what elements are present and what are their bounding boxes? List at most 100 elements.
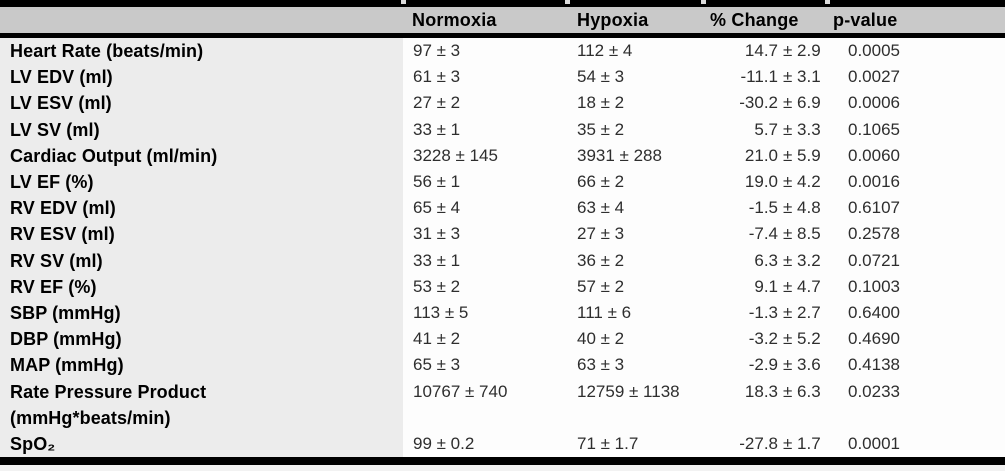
percent-change-error: ± 6.3: [783, 381, 821, 401]
cell-hypoxia-value: 63 ± 3: [577, 355, 625, 375]
cell-pvalue: 0.0060: [848, 145, 900, 165]
cell-hypoxia-value: 57 ± 2: [577, 276, 625, 296]
column-header-parameter: [0, 7, 403, 33]
cell-hypoxia-value: 27 ± 3: [577, 224, 625, 244]
cell-percent-change: 14.7 ± 2.9: [703, 38, 830, 64]
percent-change-mean: -11.1: [740, 67, 779, 87]
cell-parameter-label: LV EDV (ml): [0, 64, 403, 91]
table-row: Heart Rate (beats/min) 97 ± 3 112 ± 4 14…: [0, 38, 1005, 65]
cell-pvalue: 0.4690: [848, 329, 900, 349]
cell-hypoxia-value: 36 ± 2: [577, 250, 625, 270]
cell-parameter-label: Rate Pressure Product (mmHg*beats/min): [0, 378, 403, 432]
cell-normoxia-value: 65 ± 4: [413, 198, 461, 218]
percent-change-error: ± 5.2: [783, 329, 821, 349]
cell-parameter-label: MAP (mmHg): [0, 352, 403, 379]
header-separator-line: [0, 33, 1005, 38]
percent-change-mean: 6.3: [754, 250, 778, 270]
cell-percent-change: -1.5 ± 4.8: [703, 195, 830, 221]
cell-pvalue: 0.0006: [848, 93, 900, 113]
percent-change-error: ± 6.9: [783, 93, 821, 113]
cell-normoxia-value: 65 ± 3: [413, 355, 461, 375]
cell-hypoxia-value: 3931 ± 288: [577, 145, 662, 165]
table-row: MAP (mmHg) 65 ± 3 63 ± 3 -2.9 ± 3.6 0.41…: [0, 352, 1005, 379]
percent-change-error: ± 3.1: [783, 67, 821, 87]
table-row: Cardiac Output (ml/min) 3228 ± 145 3931 …: [0, 142, 1005, 170]
percent-change-mean: -1.3: [748, 303, 778, 323]
cell-percent-change: -1.3 ± 2.7: [703, 300, 830, 326]
table-row: Rate Pressure Product (mmHg*beats/min) 1…: [0, 378, 1005, 432]
cell-percent-change: -30.2 ± 6.9: [703, 90, 830, 116]
percent-change-mean: -7.4: [748, 224, 778, 244]
cell-pvalue: 0.6107: [848, 198, 900, 218]
table-row: SBP (mmHg) 113 ± 5 111 ± 6 -1.3 ± 2.7 0.…: [0, 300, 1005, 327]
table-row: LV EF (%) 56 ± 1 66 ± 2 19.0 ± 4.2 0.001…: [0, 169, 1005, 196]
percent-change-error: ± 4.2: [783, 172, 821, 192]
cell-pvalue: 0.0001: [848, 434, 900, 454]
cell-normoxia-value: 56 ± 1: [413, 172, 461, 192]
cell-pvalue: 0.4138: [848, 355, 900, 375]
cell-hypoxia-value: 66 ± 2: [577, 172, 625, 192]
percent-change-error: ± 5.9: [783, 145, 821, 165]
cell-percent-change: 18.3 ± 6.3: [703, 379, 830, 405]
table-row: SpO₂ 99 ± 0.2 71 ± 1.7 -27.8 ± 1.7 0.000…: [0, 431, 1005, 458]
table-body: Heart Rate (beats/min) 97 ± 3 112 ± 4 14…: [0, 38, 1005, 458]
cell-parameter-label: DBP (mmHg): [0, 326, 403, 353]
percent-change-mean: -2.9: [748, 355, 778, 375]
percent-change-mean: -1.5: [748, 198, 778, 218]
cell-hypoxia-value: 40 ± 2: [577, 329, 625, 349]
cell-normoxia-value: 53 ± 2: [413, 276, 461, 296]
header-cell-divider-notch: [701, 0, 706, 4]
cell-parameter-label: LV EF (%): [0, 169, 403, 196]
cell-normoxia-value: 97 ± 3: [413, 41, 461, 60]
percent-change-mean: -27.8: [739, 434, 778, 454]
table-row: LV ESV (ml) 27 ± 2 18 ± 2 -30.2 ± 6.9 0.…: [0, 90, 1005, 117]
percent-change-mean: -3.2: [748, 329, 778, 349]
cell-hypoxia-value: 112 ± 4: [577, 41, 633, 60]
percent-change-mean: 9.1: [754, 276, 778, 296]
cell-parameter-label: RV SV (ml): [0, 247, 403, 274]
cell-parameter-label: LV SV (ml): [0, 116, 403, 143]
cell-parameter-label: SpO₂: [0, 431, 403, 458]
cell-parameter-label: RV EDV (ml): [0, 195, 403, 222]
column-header-hypoxia: Hypoxia: [577, 10, 649, 30]
cell-percent-change: 21.0 ± 5.9: [703, 143, 830, 169]
cell-parameter-label: RV EF (%): [0, 273, 403, 301]
cell-pvalue: 0.0016: [848, 172, 900, 192]
percent-change-error: ± 2.7: [783, 303, 821, 323]
cell-hypoxia-value: 35 ± 2: [577, 119, 625, 139]
cell-pvalue: 0.0233: [848, 381, 900, 401]
table-row: RV EDV (ml) 65 ± 4 63 ± 4 -1.5 ± 4.8 0.6…: [0, 195, 1005, 222]
cell-hypoxia-value: 71 ± 1.7: [577, 434, 639, 454]
cell-normoxia-value: 3228 ± 145: [413, 145, 498, 165]
cell-normoxia-value: 61 ± 3: [413, 67, 461, 87]
percent-change-error: ± 2.9: [783, 41, 821, 60]
table-row: RV ESV (ml) 31 ± 3 27 ± 3 -7.4 ± 8.5 0.2…: [0, 221, 1005, 248]
cell-percent-change: -11.1 ± 3.1: [703, 64, 830, 90]
percent-change-mean: -30.2: [739, 93, 778, 113]
cell-parameter-label: LV ESV (ml): [0, 90, 403, 117]
cell-parameter-label: Heart Rate (beats/min): [0, 38, 403, 65]
cell-pvalue: 0.2578: [848, 224, 900, 244]
cell-pvalue: 0.1065: [848, 119, 900, 139]
cell-pvalue: 0.1003: [848, 276, 900, 296]
percent-change-error: ± 4.8: [783, 198, 821, 218]
table-row: LV EDV (ml) 61 ± 3 54 ± 3 -11.1 ± 3.1 0.…: [0, 64, 1005, 91]
cell-pvalue: 0.0005: [848, 41, 900, 60]
cell-parameter-label: RV ESV (ml): [0, 221, 403, 248]
cell-hypoxia-value: 18 ± 2: [577, 93, 625, 113]
cell-pvalue: 0.6400: [848, 303, 900, 323]
header-cell-divider-notch: [565, 0, 570, 4]
percent-change-error: ± 3.2: [783, 250, 821, 270]
cell-percent-change: -7.4 ± 8.5: [703, 221, 830, 247]
cell-hypoxia-value: 63 ± 4: [577, 198, 625, 218]
table-row: DBP (mmHg) 41 ± 2 40 ± 2 -3.2 ± 5.2 0.46…: [0, 326, 1005, 353]
cell-parameter-label: SBP (mmHg): [0, 300, 403, 327]
percent-change-error: ± 3.6: [783, 355, 821, 375]
cell-percent-change: -27.8 ± 1.7: [703, 431, 830, 457]
cell-normoxia-value: 10767 ± 740: [413, 381, 508, 401]
cell-percent-change: -2.9 ± 3.6: [703, 352, 830, 378]
cell-hypoxia-value: 54 ± 3: [577, 67, 625, 87]
percent-change-mean: 5.7: [754, 119, 778, 139]
cell-parameter-label: Cardiac Output (ml/min): [0, 142, 403, 170]
table-header-row: Normoxia Hypoxia % Change p-value: [0, 7, 1005, 33]
